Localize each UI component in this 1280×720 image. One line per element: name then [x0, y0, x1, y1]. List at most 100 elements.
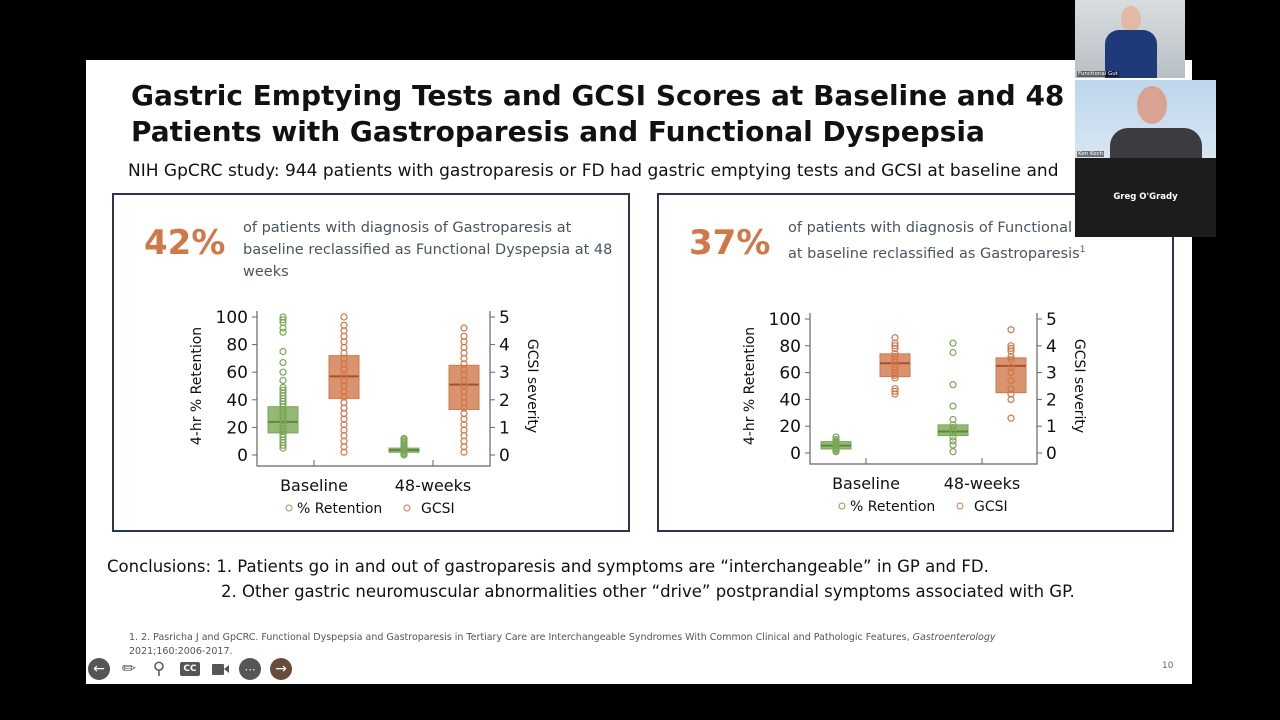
slide-subtitle: NIH GpCRC study: 944 patients with gastr… — [128, 161, 1059, 181]
data-point — [891, 371, 899, 379]
video-icon[interactable] — [209, 658, 231, 680]
page-number: 10 — [1162, 661, 1174, 671]
search-icon[interactable]: ⚲ — [152, 659, 166, 679]
participant-tile-greg-ogrady[interactable]: Greg O'Grady — [1075, 158, 1216, 237]
data-point — [891, 344, 899, 353]
x-tick-label: Baseline — [280, 476, 348, 495]
conclusion-2: 2. Other gastric neuromuscular abnormali… — [221, 582, 1075, 601]
y2-tick-label: 5 — [499, 308, 510, 328]
y2-axis-label: GCSI severity — [524, 339, 540, 433]
data-point — [891, 352, 899, 361]
title-line-2: Patients with Gastroparesis and Function… — [131, 115, 985, 148]
y2-tick-label: 4 — [1046, 337, 1057, 357]
data-point — [949, 433, 957, 441]
data-point — [949, 381, 957, 389]
data-point — [949, 339, 957, 347]
data-point — [891, 334, 899, 342]
participant-body — [1105, 30, 1157, 78]
y-tick-label: 0 — [237, 446, 248, 466]
y2-tick-label: 2 — [499, 391, 510, 411]
data-point — [949, 415, 957, 424]
data-point — [1007, 344, 1015, 353]
y-tick-label: 40 — [779, 390, 801, 410]
y-tick-label: 80 — [779, 337, 801, 357]
legend-marker-gcsi — [956, 502, 964, 510]
data-point — [340, 321, 348, 329]
data-point — [891, 363, 899, 371]
data-point — [891, 350, 899, 358]
axis-frame — [809, 313, 1038, 465]
panel-text: of patients with diagnosis of Gastropare… — [243, 220, 613, 280]
data-point — [949, 421, 957, 429]
data-point — [891, 374, 899, 382]
data-point — [279, 313, 287, 321]
percent-value: 42% — [144, 223, 226, 263]
data-point — [1007, 363, 1015, 371]
data-point — [1007, 377, 1015, 385]
data-point — [949, 429, 957, 437]
data-point — [1007, 369, 1015, 377]
y-tick-label: 60 — [226, 363, 248, 383]
panel-description: of patients with diagnosis of Functional… — [788, 217, 1158, 265]
data-point — [279, 368, 287, 376]
y-tick-label: 40 — [226, 391, 248, 411]
shared-slide: Gastric Emptying Tests and GCSI Scores a… — [86, 60, 1192, 684]
footnote-marker: 1 — [1079, 245, 1086, 255]
reference-text: 1. 2. Pasricha J and GpCRC. Functional D… — [129, 632, 913, 643]
data-point — [1007, 355, 1015, 363]
panel-functional-dyspepsia: 37% of patients with diagnosis of Functi… — [657, 193, 1174, 532]
data-point — [891, 366, 899, 374]
data-point — [891, 358, 899, 366]
data-point — [279, 328, 287, 336]
participant-face — [1137, 86, 1167, 124]
data-point — [279, 347, 287, 356]
legend-marker-retention — [285, 504, 293, 512]
pen-icon[interactable]: ✏ — [121, 659, 137, 679]
y2-axis-label: GCSI severity — [1071, 339, 1087, 433]
data-point — [1007, 414, 1015, 422]
y2-tick-label: 0 — [1046, 444, 1057, 464]
participant-name: Functional Gut — [1077, 71, 1119, 77]
x-tick-label: Baseline — [832, 474, 900, 493]
data-point — [1007, 326, 1015, 334]
data-point — [949, 426, 957, 434]
data-point — [891, 342, 899, 350]
more-icon[interactable]: ⋯ — [239, 658, 261, 680]
data-point — [400, 434, 408, 443]
data-point — [891, 387, 899, 395]
data-point — [891, 385, 899, 393]
data-point — [891, 390, 899, 398]
data-point — [949, 348, 957, 357]
arrow-left-icon[interactable]: ← — [88, 658, 110, 680]
data-point — [279, 386, 287, 394]
participant-video-functional-gut[interactable]: Functional Gut — [1075, 0, 1185, 78]
data-point — [279, 358, 287, 367]
title-line-1: Gastric Emptying Tests and GCSI Scores a… — [131, 79, 1178, 112]
y2-tick-label: 2 — [1046, 390, 1057, 410]
reference: 1. 2. Pasricha J and GpCRC. Functional D… — [129, 632, 996, 643]
data-point — [1007, 385, 1015, 393]
data-point — [891, 339, 899, 347]
data-point — [279, 383, 287, 391]
legend-marker-retention — [838, 502, 846, 510]
data-point — [949, 448, 957, 456]
data-point — [1007, 342, 1015, 350]
participant-face — [1121, 6, 1141, 32]
participant-video-ken-koch[interactable]: Ken Koch — [1075, 80, 1216, 158]
data-point — [460, 332, 468, 340]
participant-body — [1110, 128, 1202, 158]
y2-tick-label: 0 — [499, 446, 510, 466]
y2-tick-label: 3 — [499, 363, 510, 383]
arrow-right-icon[interactable]: → — [270, 658, 292, 680]
data-point — [832, 436, 840, 444]
data-point — [1007, 395, 1015, 403]
legend-label-gcsi: GCSI — [974, 499, 1008, 515]
cc-icon[interactable]: CC — [179, 658, 201, 680]
y-tick-label: 100 — [216, 308, 248, 328]
data-point — [460, 324, 468, 332]
data-point — [279, 376, 287, 385]
data-point — [949, 437, 957, 445]
data-point — [340, 313, 348, 321]
y-axis-label: 4-hr % Retention — [742, 327, 758, 445]
y-tick-label: 20 — [779, 417, 801, 437]
